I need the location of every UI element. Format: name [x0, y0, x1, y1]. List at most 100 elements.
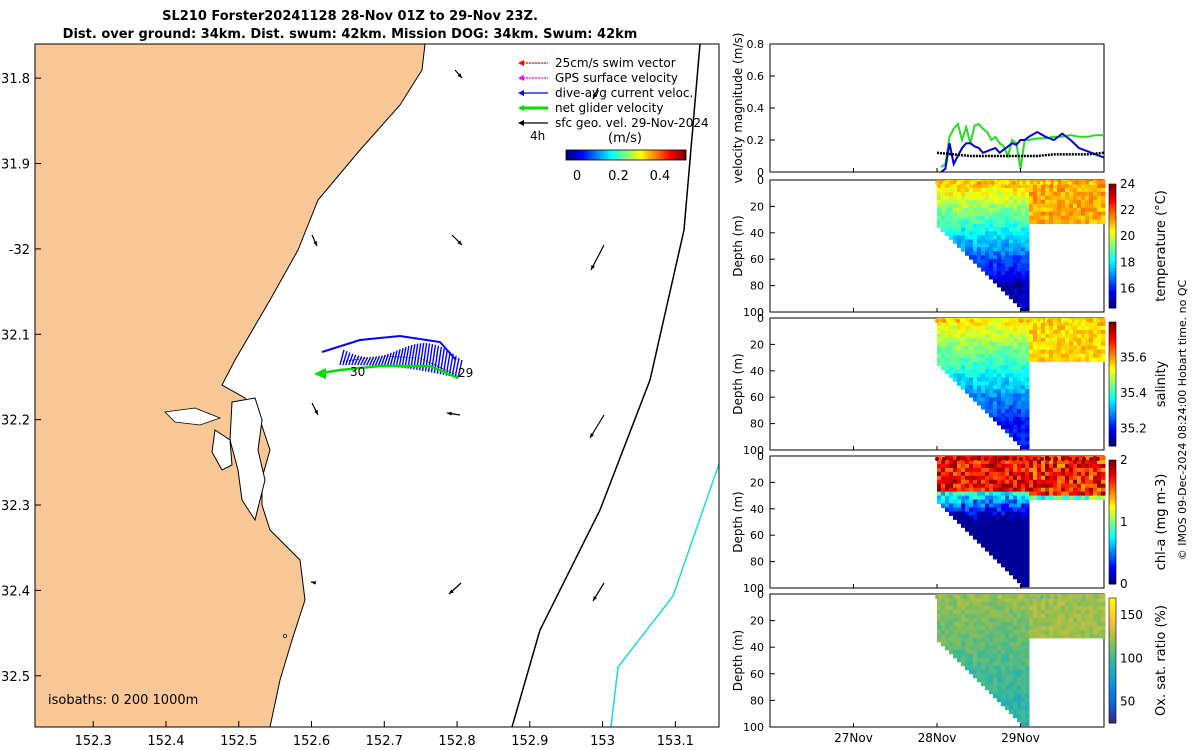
section-cell: [1025, 467, 1030, 473]
section-cell: [1069, 613, 1074, 619]
section-colorbar-tick: 35.4: [1120, 386, 1147, 400]
section-cell: [1013, 401, 1018, 406]
surface-sample-dot: [949, 595, 953, 599]
section-cell: [973, 456, 978, 461]
section-cell: [1077, 613, 1082, 619]
section-cell: [953, 499, 958, 505]
section-cell: [1069, 625, 1074, 631]
colorbar-cell: [644, 150, 647, 160]
section-cell: [957, 195, 962, 201]
section-cell: [989, 409, 994, 414]
section-cell: [1021, 471, 1026, 477]
section-cell: [973, 365, 978, 370]
section-colorbar-cell: [1109, 283, 1116, 287]
section-cell: [945, 349, 950, 355]
section-cell: [1045, 633, 1050, 639]
section-cell: [965, 456, 970, 461]
section-cell: [1025, 479, 1030, 485]
section-cell: [941, 605, 946, 611]
section-cell: [1037, 495, 1042, 501]
section-cell: [997, 495, 1002, 501]
section-cell: [1041, 187, 1046, 193]
colorbar-cell: [666, 150, 669, 160]
section-cell: [1025, 499, 1030, 505]
section-cell: [1013, 601, 1018, 607]
section-cell: [977, 255, 982, 260]
section-cell: [1021, 645, 1026, 651]
section-cell: [1049, 211, 1054, 217]
section-cell: [941, 333, 946, 339]
section-cell: [1053, 625, 1058, 631]
section-cell: [1041, 483, 1046, 489]
section-cell: [981, 235, 986, 240]
section-cell: [1049, 483, 1054, 489]
section-cell: [1101, 471, 1106, 477]
section-cell: [1049, 191, 1054, 197]
section-cell: [961, 231, 966, 236]
section-cell: [1009, 329, 1014, 335]
section-cell: [961, 377, 966, 382]
section-cell: [993, 507, 998, 512]
section-cell: [1085, 475, 1090, 481]
section-cell: [961, 345, 966, 351]
section-cell: [1089, 629, 1094, 635]
section-cell: [981, 259, 986, 264]
section-cell: [993, 409, 998, 414]
section-cell: [993, 275, 998, 280]
section-colorbar-cell: [1109, 478, 1116, 483]
dive-avg-current-vector: [401, 346, 407, 368]
section-cell: [1021, 183, 1026, 189]
section-cell: [1053, 329, 1058, 335]
section-cell: [1009, 459, 1014, 465]
section-cell: [1101, 463, 1106, 469]
section-cell: [1013, 685, 1018, 691]
section-cell: [1093, 609, 1098, 615]
section-cell: [961, 519, 966, 524]
section-cell: [1001, 535, 1006, 540]
section-cell: [1025, 625, 1030, 631]
section-cell: [997, 413, 1002, 418]
section-cell: [1005, 389, 1010, 394]
section-cell: [937, 613, 942, 619]
section-cell: [969, 515, 974, 520]
section-cell: [1001, 251, 1006, 256]
section-cell: [993, 641, 998, 647]
section-cell: [937, 499, 942, 505]
section-cell: [953, 357, 958, 363]
section-cell: [1025, 440, 1030, 446]
section-cell: [1061, 597, 1066, 603]
section-cell: [981, 203, 986, 209]
section-cell: [961, 239, 966, 244]
section-ytick-label: 100: [743, 582, 764, 595]
section-cell: [1013, 298, 1018, 304]
section-cell: [1017, 365, 1022, 370]
section-cell: [1009, 393, 1014, 398]
section-cell: [1025, 259, 1030, 264]
section-cell: [1017, 673, 1022, 679]
section-cell: [977, 321, 982, 327]
section-cell: [1097, 183, 1102, 189]
section-cell: [969, 349, 974, 355]
section-cell: [1029, 463, 1034, 469]
section-cell: [965, 483, 970, 489]
section-cell: [1001, 645, 1006, 651]
section-cell: [1005, 405, 1010, 410]
section-cell: [985, 329, 990, 335]
section-cell: [1037, 601, 1042, 607]
section-colorbar-cell: [1109, 601, 1116, 605]
section-cell: [1093, 187, 1098, 193]
section-colorbar-cell: [1109, 442, 1116, 447]
section-cell: [993, 183, 998, 189]
section-cell: [1085, 479, 1090, 485]
section-cell: [977, 649, 982, 655]
dive-avg-current-vector: [365, 356, 372, 366]
section-cell: [1001, 211, 1006, 217]
section-ytick-label: 0: [757, 312, 764, 325]
section-cell: [969, 369, 974, 374]
section-cell: [1009, 239, 1014, 244]
section-cell: [1081, 191, 1086, 197]
section-cell: [1001, 275, 1006, 280]
section-cell: [993, 180, 998, 185]
section-cell: [1101, 357, 1106, 363]
colorbar-cell: [610, 150, 613, 160]
